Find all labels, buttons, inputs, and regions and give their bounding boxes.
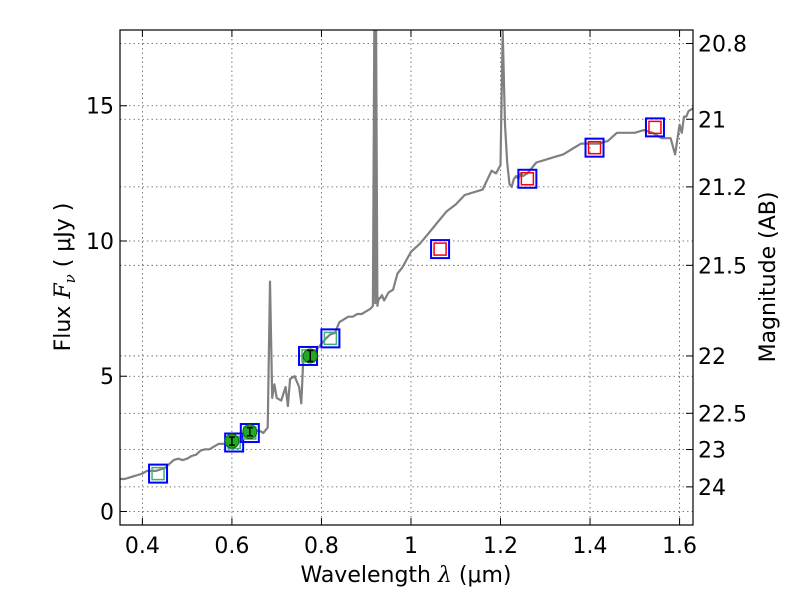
mag-tick-label: 24 (698, 476, 726, 501)
ticks: 0.4 0.6 0.8 1 1.2 1.4 1.6 0 5 10 15 20.8 21 21.2 21.5 2… (86, 30, 747, 559)
mag-tick-label: 21.5 (698, 254, 747, 279)
mag-tick-label: 22.5 (698, 402, 747, 427)
model-box-outer (148, 463, 169, 484)
mag-tick-label: 21.2 (698, 176, 747, 201)
x-tick-label: 0.8 (304, 534, 339, 559)
model-box-inner (433, 242, 447, 256)
model-box-outer (239, 423, 260, 444)
model-spectrum-line (120, 30, 693, 481)
x-tick-label: 1.2 (483, 534, 518, 559)
mag-tick-label: 22 (698, 345, 726, 370)
model-box-outer (320, 328, 341, 349)
right-axis-label: Magnitude (AB) (756, 192, 781, 363)
x-tick-label: 0.4 (125, 534, 160, 559)
mag-tick-label: 23 (698, 439, 726, 464)
y-tick-label: 0 (100, 500, 114, 525)
model-box-inner (151, 466, 165, 481)
model-box-inner (587, 140, 602, 155)
model-box-outer (430, 239, 451, 260)
y-axis-label: Flux Fν ( μJy ) (51, 203, 79, 352)
model-box-inner (648, 120, 662, 135)
x-tick-label: 1.4 (573, 534, 608, 559)
photometry-points (224, 348, 318, 449)
y-tick-label: 5 (100, 365, 114, 390)
plot-frame (119, 29, 694, 526)
grid (120, 30, 693, 525)
plot-background (120, 30, 693, 525)
model-box-outer (584, 137, 605, 158)
model-box-outer (517, 168, 538, 189)
x-tick-label: 0.6 (214, 534, 249, 559)
x-tick-label: 1 (404, 534, 418, 559)
model-box-inner (323, 331, 338, 346)
model-box-inner (520, 172, 535, 186)
mag-tick-label: 20.8 (698, 33, 747, 58)
y-tick-label: 10 (86, 230, 114, 255)
model-box-outer (644, 117, 665, 138)
x-tick-label: 1.6 (662, 534, 697, 559)
x-axis-label: Wavelength λ (μm) (300, 563, 511, 588)
y-tick-label: 15 (86, 95, 114, 120)
mag-tick-label: 21 (698, 108, 726, 133)
